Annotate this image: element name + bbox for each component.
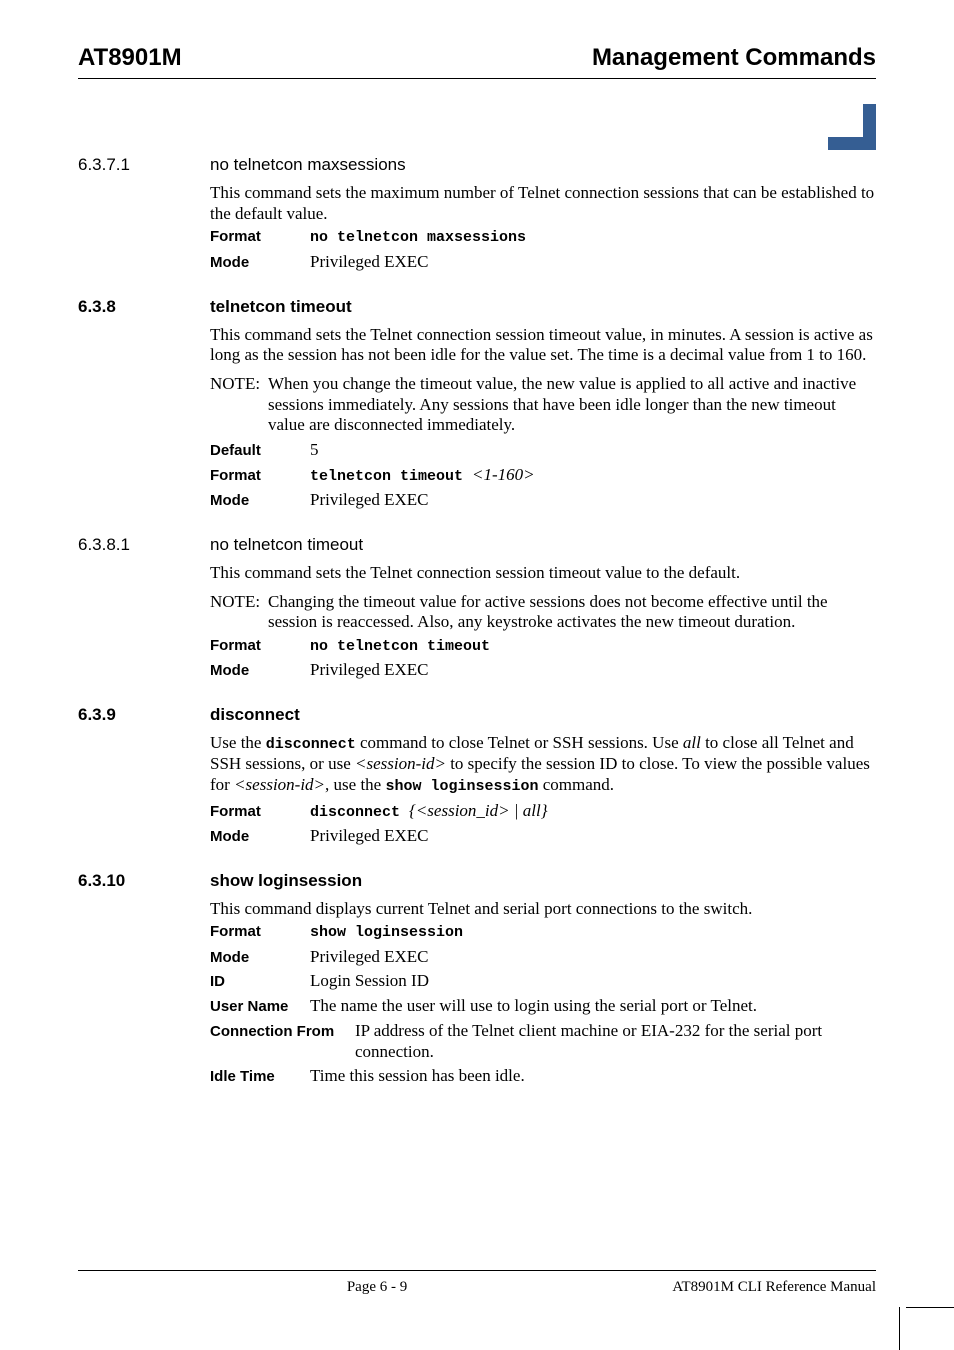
kv-ital: {<session_id> | all} <box>409 801 548 820</box>
kv-label: Connection From <box>210 1023 355 1041</box>
kv-row: Format disconnect {<session_id> | all} <box>210 801 876 822</box>
kv-label: Format <box>210 228 310 246</box>
section-number: 6.3.10 <box>78 871 210 891</box>
paragraph: This command displays current Telnet and… <box>210 899 876 920</box>
kv-label: Mode <box>210 662 310 680</box>
kv-value: disconnect {<session_id> | all} <box>310 801 876 822</box>
content: 6.3.7.1 no telnetcon maxsessions This co… <box>78 155 876 1087</box>
kv-label: Format <box>210 923 310 941</box>
kv-label: ID <box>210 973 310 991</box>
footer-right: AT8901M CLI Reference Manual <box>672 1279 876 1296</box>
kv-value: IP address of the Telnet client machine … <box>355 1021 876 1062</box>
kv-row: Mode Privileged EXEC <box>210 947 876 968</box>
paragraph: This command sets the Telnet connection … <box>210 325 876 366</box>
kv-value: Privileged EXEC <box>310 947 876 968</box>
kv-value: no telnetcon maxsessions <box>310 229 876 247</box>
section-heading: 6.3.10 show loginsession <box>78 871 876 891</box>
kv-value: Privileged EXEC <box>310 252 876 273</box>
note-text: Changing the timeout value for active se… <box>268 592 876 633</box>
kv-value: telnetcon timeout <1-160> <box>310 465 876 486</box>
footer-rule <box>78 1270 876 1271</box>
kv-value: 5 <box>310 440 876 461</box>
kv-row: Format no telnetcon maxsessions <box>210 228 876 247</box>
kv-label: Mode <box>210 254 310 272</box>
kv-row: Mode Privileged EXEC <box>210 660 876 681</box>
kv-value: Privileged EXEC <box>310 826 876 847</box>
note-text: When you change the timeout value, the n… <box>268 374 876 436</box>
kv-value: Privileged EXEC <box>310 660 876 681</box>
kv-mono: telnetcon timeout <box>310 468 472 485</box>
kv-label: Mode <box>210 949 310 967</box>
kv-value: Login Session ID <box>310 971 876 992</box>
kv-mono: disconnect <box>310 804 409 821</box>
note: NOTE: Changing the timeout value for act… <box>210 592 876 633</box>
header-left: AT8901M <box>78 44 182 72</box>
header-rule <box>78 78 876 79</box>
kv-value: show loginsession <box>310 924 876 942</box>
kv-value: no telnetcon timeout <box>310 638 876 656</box>
crop-mark-horizontal <box>906 1307 954 1308</box>
section-title: show loginsession <box>210 871 362 891</box>
note-label: NOTE: <box>210 592 268 633</box>
section-heading: 6.3.8 telnetcon timeout <box>78 297 876 317</box>
kv-label: User Name <box>210 998 310 1016</box>
kv-label: Idle Time <box>210 1068 310 1086</box>
kv-row: Mode Privileged EXEC <box>210 490 876 511</box>
note-label: NOTE: <box>210 374 268 436</box>
note: NOTE: When you change the timeout value,… <box>210 374 876 436</box>
section-title: telnetcon timeout <box>210 297 352 317</box>
paragraph: This command sets the maximum number of … <box>210 183 876 224</box>
kv-row: User Name The name the user will use to … <box>210 996 876 1017</box>
paragraph: Use the disconnect command to close Teln… <box>210 733 876 796</box>
section-body: This command sets the maximum number of … <box>210 183 876 273</box>
section-body: This command sets the Telnet connection … <box>210 563 876 681</box>
crop-mark-vertical <box>899 1307 900 1350</box>
kv-row: Connection From IP address of the Telnet… <box>210 1021 876 1062</box>
section-title: no telnetcon timeout <box>210 535 363 555</box>
footer-row: . Page 6 - 9 AT8901M CLI Reference Manua… <box>78 1279 876 1296</box>
kv-row: Idle Time Time this session has been idl… <box>210 1066 876 1087</box>
section-body: This command sets the Telnet connection … <box>210 325 876 511</box>
section-body: Use the disconnect command to close Teln… <box>210 733 876 846</box>
page: AT8901M Management Commands 6.3.7.1 no t… <box>0 0 954 1350</box>
section-number: 6.3.9 <box>78 705 210 725</box>
kv-row: Format telnetcon timeout <1-160> <box>210 465 876 486</box>
kv-label: Format <box>210 637 310 655</box>
kv-label: Default <box>210 442 310 460</box>
kv-value: Privileged EXEC <box>310 490 876 511</box>
section-heading: 6.3.9 disconnect <box>78 705 876 725</box>
kv-value: Time this session has been idle. <box>310 1066 876 1087</box>
kv-label: Mode <box>210 492 310 510</box>
section-heading: 6.3.8.1 no telnetcon timeout <box>78 535 876 555</box>
page-header: AT8901M Management Commands <box>78 44 876 72</box>
section-title: no telnetcon maxsessions <box>210 155 406 175</box>
kv-label: Format <box>210 803 310 821</box>
footer-center: Page 6 - 9 <box>347 1279 407 1296</box>
kv-row: ID Login Session ID <box>210 971 876 992</box>
section-heading: 6.3.7.1 no telnetcon maxsessions <box>78 155 876 175</box>
kv-label: Mode <box>210 828 310 846</box>
corner-decoration <box>828 104 876 150</box>
kv-label: Format <box>210 467 310 485</box>
kv-row: Mode Privileged EXEC <box>210 252 876 273</box>
page-footer: . Page 6 - 9 AT8901M CLI Reference Manua… <box>78 1270 876 1296</box>
kv-row: Format show loginsession <box>210 923 876 942</box>
kv-row: Default 5 <box>210 440 876 461</box>
section-title: disconnect <box>210 705 300 725</box>
section-number: 6.3.7.1 <box>78 155 210 175</box>
section-number: 6.3.8.1 <box>78 535 210 555</box>
kv-row: Format no telnetcon timeout <box>210 637 876 656</box>
paragraph: This command sets the Telnet connection … <box>210 563 876 584</box>
section-number: 6.3.8 <box>78 297 210 317</box>
header-right: Management Commands <box>592 44 876 72</box>
kv-row: Mode Privileged EXEC <box>210 826 876 847</box>
kv-value: The name the user will use to login usin… <box>310 996 876 1017</box>
section-body: This command displays current Telnet and… <box>210 899 876 1087</box>
kv-ital: <1-160> <box>472 465 535 484</box>
